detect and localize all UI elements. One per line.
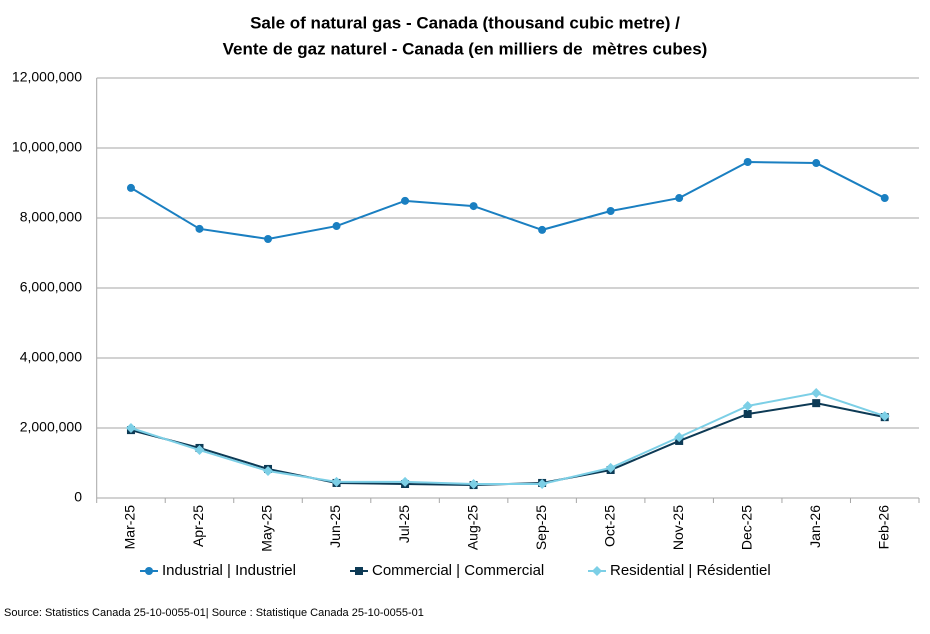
point bbox=[401, 196, 410, 205]
x-tick-label: Oct-25 bbox=[601, 505, 617, 547]
x-tick-label: May-25 bbox=[259, 505, 275, 552]
y-tick-label: 0 bbox=[74, 489, 82, 505]
chart-title: Vente de gaz naturel - Canada (en millie… bbox=[223, 39, 708, 58]
point bbox=[125, 423, 136, 433]
series-line bbox=[130, 391, 886, 485]
chart-title: Sale of natural gas - Canada (thousand c… bbox=[250, 13, 680, 32]
y-tick-label: 10,000,000 bbox=[12, 139, 82, 155]
y-tick-label: 4,000,000 bbox=[20, 349, 82, 365]
point bbox=[592, 566, 602, 576]
point bbox=[194, 445, 205, 456]
legend-label: Industrial | Industriel bbox=[162, 562, 296, 579]
legend-label: Commercial | Commercial bbox=[372, 562, 544, 579]
series-line bbox=[130, 160, 886, 241]
x-tick-label: Nov-25 bbox=[670, 505, 686, 550]
point bbox=[812, 159, 821, 168]
point bbox=[332, 222, 341, 231]
y-tick-label: 12,000,000 bbox=[12, 69, 82, 85]
point bbox=[469, 202, 478, 211]
point bbox=[195, 224, 204, 233]
source-note: Source: Statistics Canada 25-10-0055-01|… bbox=[4, 607, 424, 619]
x-tick-label: Jun-25 bbox=[327, 505, 343, 548]
y-tick-label: 8,000,000 bbox=[20, 209, 82, 225]
x-tick-label: Aug-25 bbox=[464, 505, 480, 550]
point bbox=[879, 411, 890, 422]
x-tick-label: Feb-26 bbox=[875, 505, 891, 550]
point bbox=[742, 400, 753, 411]
x-tick-label: Sep-25 bbox=[533, 505, 549, 550]
point bbox=[675, 194, 684, 203]
x-tick-label: Jan-26 bbox=[807, 505, 823, 548]
point bbox=[263, 466, 274, 477]
point bbox=[537, 479, 548, 489]
point bbox=[126, 183, 135, 192]
point bbox=[145, 567, 153, 575]
point bbox=[468, 479, 479, 489]
x-tick-label: Jul-25 bbox=[396, 505, 412, 543]
x-tick-label: Dec-25 bbox=[738, 505, 754, 550]
point bbox=[355, 567, 363, 575]
x-tick-label: Mar-25 bbox=[122, 505, 138, 550]
point bbox=[264, 235, 273, 243]
point bbox=[743, 410, 752, 418]
legend-label: Residential | Résidentiel bbox=[610, 562, 771, 579]
point bbox=[331, 476, 342, 487]
point bbox=[812, 399, 821, 408]
y-tick-label: 6,000,000 bbox=[20, 279, 82, 295]
y-tick-label: 2,000,000 bbox=[20, 419, 82, 435]
series-line bbox=[130, 402, 885, 487]
point bbox=[811, 388, 822, 398]
point bbox=[605, 462, 616, 473]
point bbox=[538, 225, 547, 234]
point bbox=[880, 194, 889, 203]
point bbox=[400, 476, 411, 487]
x-tick-label: Apr-25 bbox=[190, 505, 206, 547]
point bbox=[674, 432, 685, 443]
point bbox=[743, 158, 752, 166]
point bbox=[606, 207, 615, 215]
